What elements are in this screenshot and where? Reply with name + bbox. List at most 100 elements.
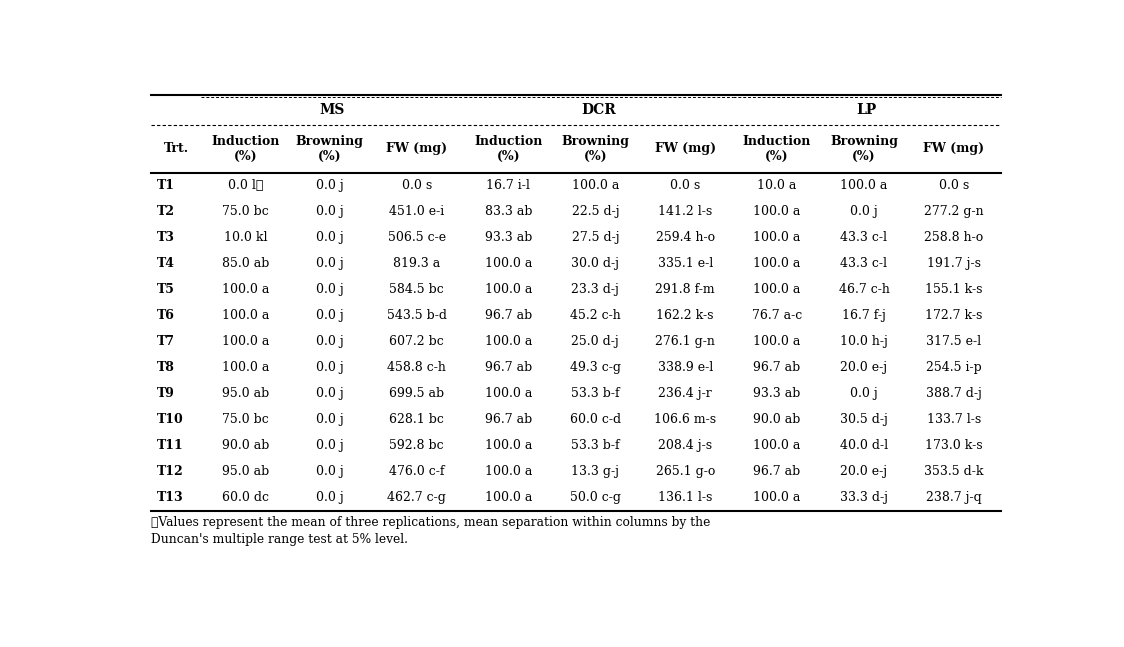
Text: T4: T4 [157,258,175,270]
Text: T10: T10 [157,413,183,426]
Text: 49.3 c-g: 49.3 c-g [570,361,620,374]
Text: 96.7 ab: 96.7 ab [484,361,532,374]
Text: T7: T7 [157,335,175,348]
Text: 0.0 j: 0.0 j [316,283,344,296]
Text: Induction
(%): Induction (%) [211,135,280,163]
Text: 100.0 a: 100.0 a [484,387,532,400]
Text: 53.3 b-f: 53.3 b-f [571,387,619,400]
Text: 162.2 k-s: 162.2 k-s [656,309,714,322]
Text: 100.0 a: 100.0 a [221,283,270,296]
Text: Browning
(%): Browning (%) [561,135,629,163]
Text: 133.7 l-s: 133.7 l-s [926,413,981,426]
Text: 0.0 j: 0.0 j [316,335,344,348]
Text: T3: T3 [157,231,175,244]
Text: 100.0 a: 100.0 a [484,283,532,296]
Text: 476.0 c-f: 476.0 c-f [389,465,444,478]
Text: 60.0 c-d: 60.0 c-d [570,413,620,426]
Text: 10.0 h-j: 10.0 h-j [840,335,888,348]
Text: 172.7 k-s: 172.7 k-s [925,309,982,322]
Text: 458.8 c-h: 458.8 c-h [387,361,446,374]
Text: 0.0 s: 0.0 s [939,179,969,192]
Text: T11: T11 [157,439,183,452]
Text: 100.0 a: 100.0 a [484,465,532,478]
Text: 100.0 a: 100.0 a [753,258,800,270]
Text: DCR: DCR [581,103,616,117]
Text: Induction
(%): Induction (%) [743,135,812,163]
Text: 20.0 e-j: 20.0 e-j [841,465,888,478]
Text: 106.6 m-s: 106.6 m-s [654,413,716,426]
Text: 100.0 a: 100.0 a [753,335,800,348]
Text: 50.0 c-g: 50.0 c-g [570,491,620,504]
Text: 75.0 bc: 75.0 bc [223,413,269,426]
Text: 23.3 d-j: 23.3 d-j [571,283,619,296]
Text: 100.0 a: 100.0 a [221,335,270,348]
Text: 93.3 ab: 93.3 ab [484,231,532,244]
Text: 317.5 e-l: 317.5 e-l [926,335,981,348]
Text: 191.7 j-s: 191.7 j-s [927,258,981,270]
Text: 141.2 l-s: 141.2 l-s [658,205,713,218]
Text: Browning
(%): Browning (%) [830,135,898,163]
Text: 592.8 bc: 592.8 bc [389,439,444,452]
Text: 30.0 d-j: 30.0 d-j [571,258,619,270]
Text: FW (mg): FW (mg) [386,142,447,155]
Text: FW (mg): FW (mg) [654,142,716,155]
Text: 100.0 a: 100.0 a [753,439,800,452]
Text: 16.7 f-j: 16.7 f-j [842,309,886,322]
Text: 100.0 a: 100.0 a [484,491,532,504]
Text: 0.0 j: 0.0 j [850,205,878,218]
Text: 451.0 e-i: 451.0 e-i [389,205,444,218]
Text: 27.5 d-j: 27.5 d-j [572,231,619,244]
Text: 10.0 a: 10.0 a [758,179,797,192]
Text: T1: T1 [157,179,175,192]
Text: 90.0 ab: 90.0 ab [753,413,800,426]
Text: 506.5 c-e: 506.5 c-e [388,231,446,244]
Text: 90.0 ab: 90.0 ab [221,439,270,452]
Text: 819.3 a: 819.3 a [393,258,441,270]
Text: 100.0 a: 100.0 a [572,179,619,192]
Text: 96.7 ab: 96.7 ab [484,413,532,426]
Text: 155.1 k-s: 155.1 k-s [925,283,982,296]
Text: Induction
(%): Induction (%) [474,135,543,163]
Text: 0.0 j: 0.0 j [316,309,344,322]
Text: LP: LP [856,103,877,117]
Text: T5: T5 [157,283,175,296]
Text: 45.2 c-h: 45.2 c-h [570,309,620,322]
Text: 100.0 a: 100.0 a [221,361,270,374]
Text: 388.7 d-j: 388.7 d-j [926,387,981,400]
Text: 76.7 a-c: 76.7 a-c [752,309,803,322]
Text: 46.7 c-h: 46.7 c-h [839,283,889,296]
Text: 75.0 bc: 75.0 bc [223,205,269,218]
Text: 96.7 ab: 96.7 ab [753,465,800,478]
Text: 0.0 j: 0.0 j [850,387,878,400]
Text: 291.8 f-m: 291.8 f-m [655,283,715,296]
Text: 0.0 j: 0.0 j [316,387,344,400]
Text: ᶒValues represent the mean of three replications, mean separation within columns: ᶒValues represent the mean of three repl… [151,516,710,545]
Text: 208.4 j-s: 208.4 j-s [659,439,713,452]
Text: 173.0 k-s: 173.0 k-s [925,439,982,452]
Text: 236.4 j-r: 236.4 j-r [659,387,713,400]
Text: 16.7 i-l: 16.7 i-l [487,179,531,192]
Text: 30.5 d-j: 30.5 d-j [840,413,888,426]
Text: 628.1 bc: 628.1 bc [389,413,444,426]
Text: 0.0 lᶒ: 0.0 lᶒ [228,179,263,192]
Text: 259.4 h-o: 259.4 h-o [655,231,715,244]
Text: 100.0 a: 100.0 a [753,231,800,244]
Text: 258.8 h-o: 258.8 h-o [924,231,984,244]
Text: FW (mg): FW (mg) [923,142,985,155]
Text: 53.3 b-f: 53.3 b-f [571,439,619,452]
Text: 10.0 kl: 10.0 kl [224,231,268,244]
Text: 93.3 ab: 93.3 ab [753,387,800,400]
Text: 100.0 a: 100.0 a [484,258,532,270]
Text: 584.5 bc: 584.5 bc [389,283,444,296]
Text: 277.2 g-n: 277.2 g-n [924,205,984,218]
Text: MS: MS [320,103,345,117]
Text: Browning
(%): Browning (%) [296,135,364,163]
Text: 0.0 j: 0.0 j [316,179,344,192]
Text: 462.7 c-g: 462.7 c-g [387,491,446,504]
Text: 95.0 ab: 95.0 ab [223,387,270,400]
Text: T8: T8 [157,361,175,374]
Text: 43.3 c-l: 43.3 c-l [841,258,888,270]
Text: 276.1 g-n: 276.1 g-n [655,335,715,348]
Text: 699.5 ab: 699.5 ab [389,387,444,400]
Text: 100.0 a: 100.0 a [841,179,888,192]
